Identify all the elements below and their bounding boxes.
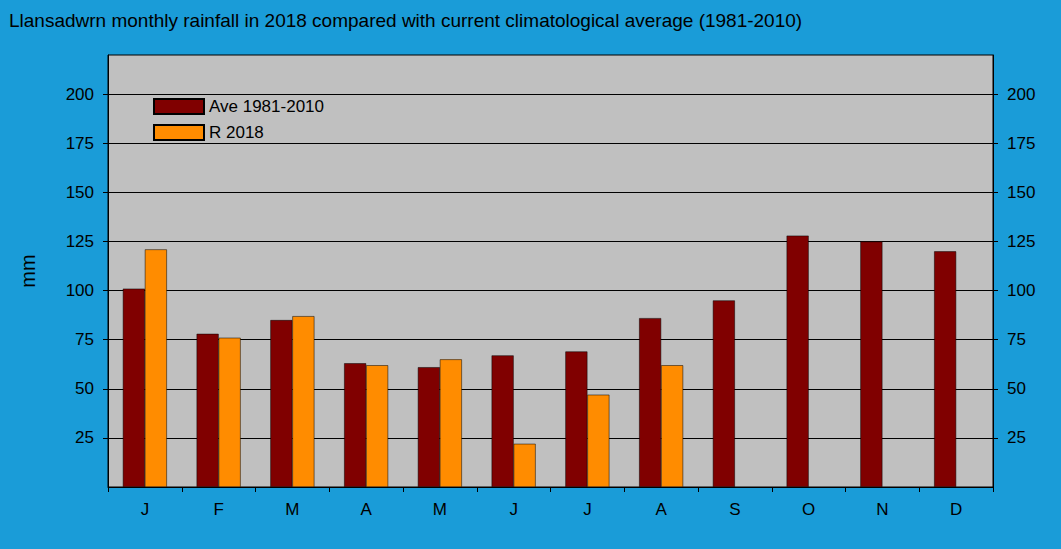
svg-text:Llansadwrn monthly rainfall in: Llansadwrn monthly rainfall in 2018 comp… [9,10,802,31]
svg-text:J: J [509,500,518,519]
svg-text:75: 75 [1007,330,1026,349]
svg-text:J: J [583,500,592,519]
svg-text:200: 200 [66,85,94,104]
svg-text:100: 100 [66,281,94,300]
svg-text:50: 50 [75,379,94,398]
svg-text:200: 200 [1007,85,1035,104]
svg-text:50: 50 [1007,379,1026,398]
svg-text:M: M [285,500,299,519]
svg-text:A: A [655,500,667,519]
svg-text:D: D [950,500,962,519]
svg-text:N: N [876,500,888,519]
svg-text:75: 75 [75,330,94,349]
svg-text:125: 125 [66,232,94,251]
svg-text:25: 25 [1007,428,1026,447]
svg-text:mm: mm [17,254,39,287]
svg-text:A: A [360,500,372,519]
svg-text:25: 25 [75,428,94,447]
svg-text:175: 175 [1007,134,1035,153]
svg-text:F: F [213,500,223,519]
svg-text:150: 150 [1007,183,1035,202]
svg-text:S: S [729,500,740,519]
svg-text:150: 150 [66,183,94,202]
svg-text:100: 100 [1007,281,1035,300]
svg-text:J: J [141,500,150,519]
svg-text:Ave 1981-2010: Ave 1981-2010 [209,97,324,116]
svg-text:R 2018: R 2018 [209,123,264,142]
svg-text:M: M [433,500,447,519]
svg-text:175: 175 [66,134,94,153]
svg-text:125: 125 [1007,232,1035,251]
svg-text:O: O [802,500,815,519]
